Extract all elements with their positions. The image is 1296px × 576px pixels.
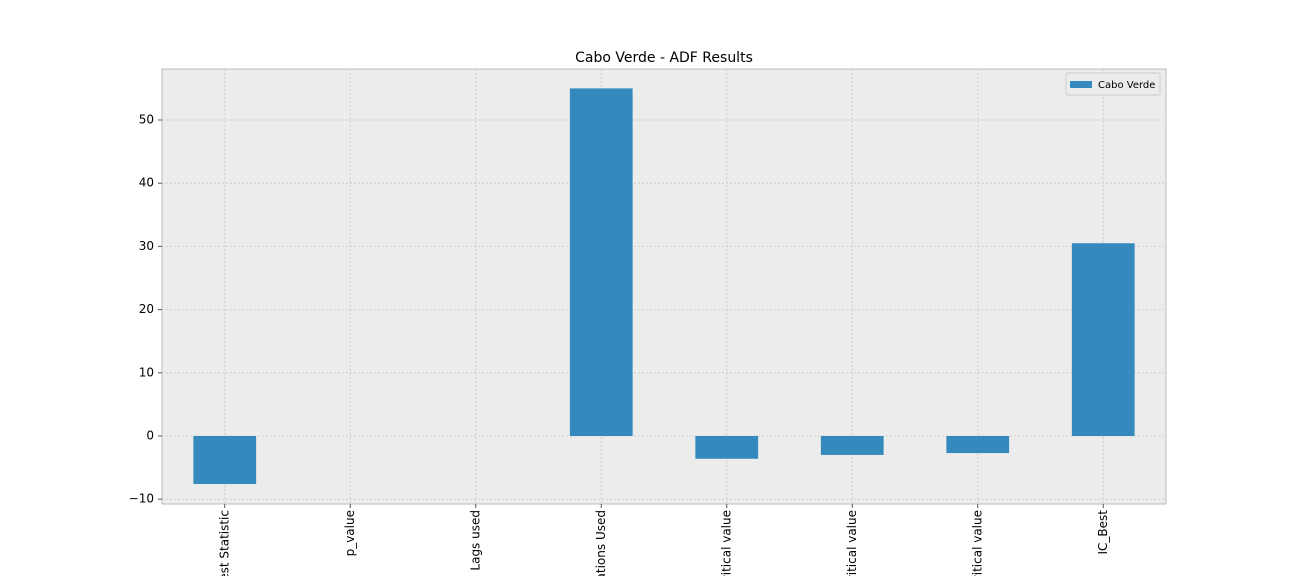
bar bbox=[695, 435, 759, 459]
bar bbox=[946, 435, 1010, 454]
x-tick-label: est Statistic bbox=[217, 510, 231, 576]
bar bbox=[820, 435, 884, 455]
legend-swatch bbox=[1070, 81, 1092, 88]
bar bbox=[569, 88, 633, 436]
x-tick-label: ritical value bbox=[970, 510, 984, 576]
legend-box bbox=[1065, 72, 1161, 96]
y-tick-label: 30 bbox=[139, 239, 154, 253]
y-tick-label: 20 bbox=[139, 302, 154, 316]
y-tick-label: 40 bbox=[139, 176, 154, 190]
chart-title: Cabo Verde - ADF Results bbox=[575, 50, 753, 66]
plot-area bbox=[161, 68, 1167, 505]
x-tick-label: ritical value bbox=[719, 510, 733, 576]
y-tick-label: 10 bbox=[139, 365, 154, 379]
x-tick-label: Lags used bbox=[468, 510, 482, 571]
y-tick-label: 50 bbox=[139, 113, 154, 127]
bar bbox=[1071, 243, 1135, 436]
y-tick-label: 0 bbox=[146, 428, 154, 442]
x-tick-label: ritical value bbox=[845, 510, 859, 576]
y-tick-label: −10 bbox=[129, 492, 154, 506]
x-tick-label: IC_Best bbox=[1096, 510, 1110, 555]
x-tick-label: p_value bbox=[343, 510, 357, 556]
legend-label: Cabo Verde bbox=[1098, 80, 1155, 91]
x-tick-label: ations Used bbox=[594, 510, 608, 576]
bar bbox=[193, 435, 257, 485]
